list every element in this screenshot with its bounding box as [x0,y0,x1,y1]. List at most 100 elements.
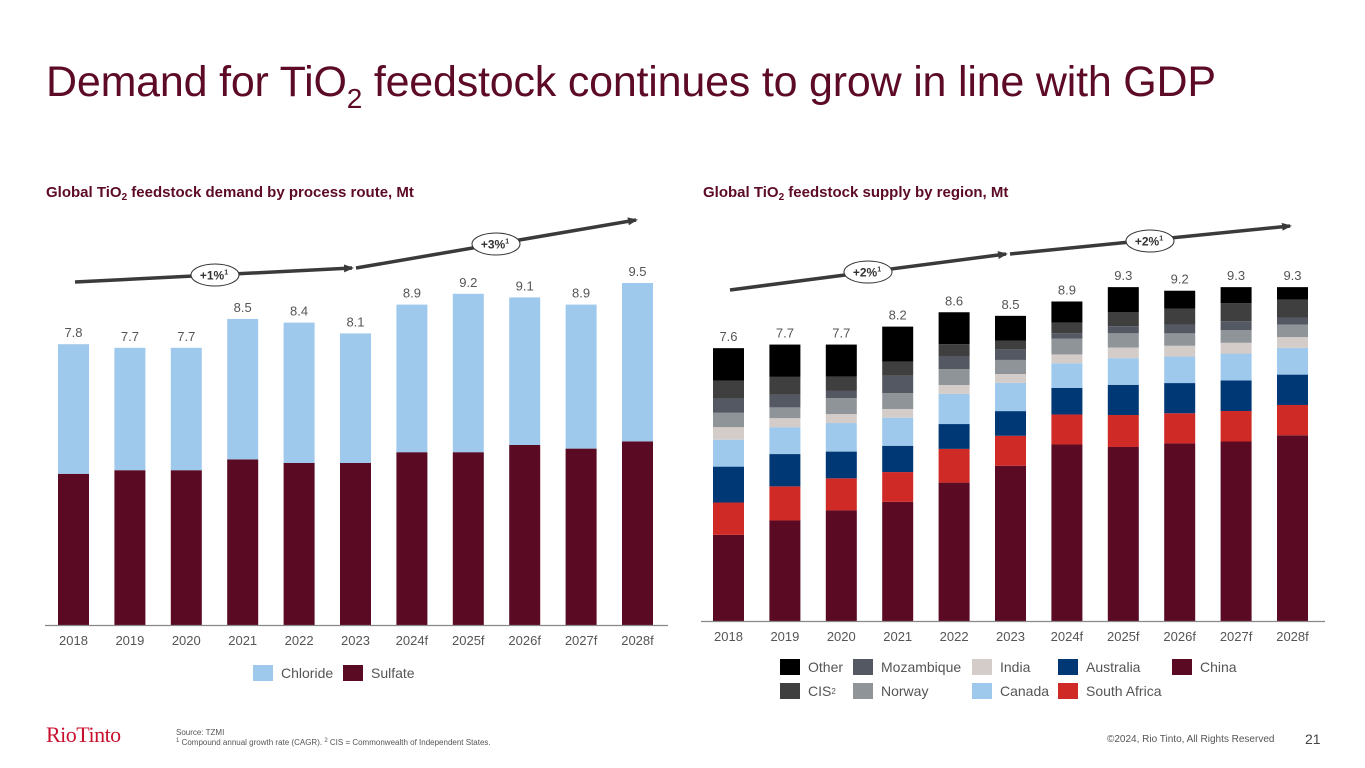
supply-total-label-2027f: 9.3 [1227,268,1245,283]
supply-bar-other-2021 [882,326,914,362]
supply-bar-other-2020 [825,344,857,377]
supply-x-tick-2018: 2018 [714,629,743,644]
demand-cagr-label-1: +1%1 [200,269,228,283]
supply-bar-india-2018 [713,427,744,440]
supply-bar-mozambique-2020 [825,390,857,399]
supply-bar-norway-2023 [995,359,1026,375]
supply-bar-mozambique-2027f [1220,321,1252,331]
footnote-definitions: 1 Compound annual growth rate (CAGR). 2 … [176,738,491,747]
supply-bar-south-africa-2028f [1277,404,1308,436]
supply-x-tick-2028f: 2028f [1276,629,1309,644]
legend-item-india-swatch [972,659,992,675]
supply-bar-india-2026f [1164,345,1196,357]
supply-bar-canada-2028f [1277,347,1308,375]
supply-bar-norway-2019 [769,407,801,419]
legend-item-australia-swatch [1058,659,1078,675]
supply-bar-india-2021 [882,408,914,418]
supply-bar-china-2018 [713,534,744,621]
legend-item-india: India [972,659,1030,675]
legend-item-cis-swatch [780,683,800,699]
supply-cagr-bubble-1 [843,260,893,284]
legend-item-other-label: Other [808,659,844,675]
supply-bar-mozambique-2018 [713,398,744,413]
supply-cagr-label-1: +2%1 [853,266,881,280]
supply-x-tick-2020: 2020 [827,629,856,644]
supply-bar-canada-2024f [1051,363,1083,388]
demand-bar-sulfate-2018 [58,473,89,625]
legend-item-sulfate: Sulfate [343,665,415,681]
supply-bar-cis-2019 [769,376,801,395]
page-number: 21 [1305,731,1321,747]
supply-bar-norway-2020 [825,398,857,415]
supply-bar-cis-2018 [713,380,744,399]
demand-chart: 7.8 2018 7.7 2019 7.7 2020 8.5 2021 8.4 2022 8.1 20… [45,217,668,648]
supply-bar-canada-2025f [1107,358,1139,385]
demand-chart-title: Global TiO2 feedstock demand by process … [46,184,414,203]
supply-bar-china-2022 [938,482,970,621]
supply-bar-china-2023 [995,465,1026,621]
legend-item-cis: CIS 2 [780,683,836,699]
supply-bar-norway-2024f [1051,338,1083,355]
supply-bar-australia-2020 [825,451,857,479]
supply-bar-cis-2022 [938,344,970,357]
supply-bar-cis-2024f [1051,322,1083,334]
supply-bar-china-2024f [1051,444,1083,621]
legend-item-other: Other [780,659,843,675]
supply-bar-australia-2019 [769,454,801,487]
supply-bar-india-2024f [1051,354,1083,364]
supply-bar-canada-2022 [938,393,970,425]
supply-bar-norway-2025f [1107,333,1139,348]
supply-x-tick-2025f: 2025f [1107,629,1140,644]
supply-bar-other-2027f [1220,287,1252,304]
supply-bar-australia-2021 [882,445,914,473]
demand-cagr-bubble-2 [471,232,521,256]
demand-bar-chloride-2024f [396,304,428,453]
supply-bar-india-2027f [1220,342,1252,354]
supply-bar-mozambique-2024f [1051,333,1083,339]
demand-x-tick-2023: 2023 [341,633,370,648]
page-title: Demand for TiO2 feedstock continues to g… [46,58,1216,114]
supply-bar-south-africa-2022 [938,448,970,483]
demand-bar-sulfate-2020 [170,470,202,625]
legend-item-south-africa-swatch [1058,683,1078,699]
supply-total-label-2024f: 8.9 [1058,282,1076,297]
legend-item-south-africa-label: South Africa [1086,683,1162,699]
legend-item-china-swatch [1172,659,1192,675]
supply-bar-other-2022 [938,312,970,345]
legend-item-norway: Norway [853,683,928,699]
supply-total-label-2019: 7.7 [776,326,794,341]
demand-total-label-2028f: 9.5 [628,264,646,279]
legend-item-cis-label: CIS [808,683,832,699]
legend-item-chloride-swatch [253,665,273,681]
supply-total-label-2026f: 9.2 [1171,272,1189,287]
supply-bar-other-2023 [995,315,1026,341]
supply-bar-mozambique-2022 [938,356,970,370]
supply-bar-other-2025f [1107,287,1139,312]
legend-item-sulfate-label: Sulfate [371,665,415,681]
supply-bar-india-2020 [825,414,857,424]
demand-x-tick-2027f: 2027f [565,633,598,648]
demand-bar-chloride-2025f [452,293,484,453]
demand-total-label-2022: 8.4 [290,304,308,319]
supply-bar-norway-2022 [938,369,970,386]
supply-bar-china-2021 [882,501,914,621]
supply-bar-canada-2023 [995,382,1026,412]
supply-bar-canada-2021 [882,417,914,446]
supply-bar-mozambique-2028f [1277,317,1308,325]
supply-bar-cis-2020 [825,376,857,391]
supply-bar-south-africa-2018 [713,502,744,535]
supply-bar-cis-2025f [1107,311,1139,327]
supply-bar-india-2022 [938,385,970,394]
supply-bar-mozambique-2021 [882,375,914,394]
demand-bar-chloride-2021 [227,319,259,460]
supply-bar-canada-2026f [1164,356,1196,384]
legend-item-india-label: India [1000,659,1031,675]
demand-bar-chloride-2027f [565,304,597,449]
demand-total-label-2018: 7.8 [64,325,82,340]
legend-item-south-africa: South Africa [1058,683,1162,699]
supply-bar-other-2028f [1277,287,1308,300]
demand-total-label-2027f: 8.9 [572,286,590,301]
legend-item-norway-swatch [853,683,873,699]
supply-total-label-2018: 7.6 [719,329,737,344]
supply-bar-australia-2027f [1220,380,1252,411]
